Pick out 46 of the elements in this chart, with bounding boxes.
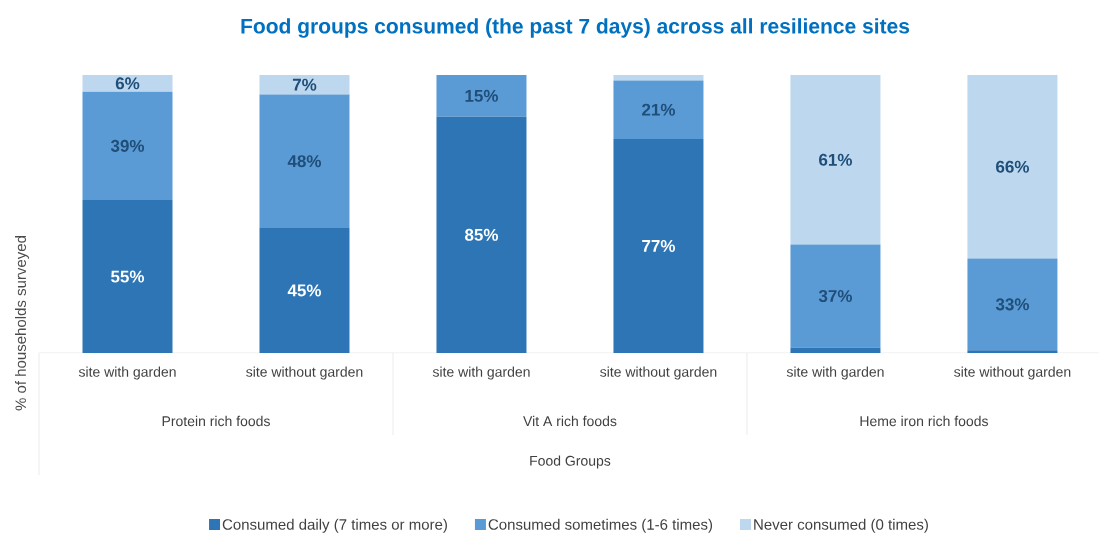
data-label: 55% xyxy=(111,270,145,283)
bar xyxy=(82,91,173,201)
x-tick-label: site with garden xyxy=(786,366,884,380)
data-label: 77% xyxy=(642,239,676,252)
bar xyxy=(82,75,173,92)
data-label: 7% xyxy=(292,78,317,91)
data-label: 39% xyxy=(110,139,145,152)
bar xyxy=(790,75,881,245)
x-tick-label: site without garden xyxy=(600,366,717,380)
bar xyxy=(967,75,1058,259)
bar xyxy=(967,350,1058,353)
y-axis-title: % of households surveyed xyxy=(15,236,29,411)
data-label: 6% xyxy=(115,77,140,90)
legend-label: Consumed daily (7 times or more) xyxy=(222,518,447,533)
bar xyxy=(613,138,704,353)
text: Heme iron rich foods xyxy=(860,415,988,427)
bar xyxy=(790,347,881,353)
x-tick-label: site without garden xyxy=(954,366,1071,380)
data-label: 33% xyxy=(995,298,1029,311)
legend-label: Consumed sometimes (1-6 times) xyxy=(488,518,713,533)
bar xyxy=(259,227,350,353)
bar xyxy=(259,75,350,95)
bar xyxy=(436,75,527,117)
data-label: 85% xyxy=(465,228,499,241)
bar xyxy=(790,244,881,348)
data-label: 48% xyxy=(287,155,322,168)
bar xyxy=(259,94,350,228)
bar xyxy=(613,80,704,139)
bar xyxy=(967,258,1058,351)
chart-title: Food groups consumed (the past 7 days) across all resilience sites xyxy=(241,18,910,38)
x-tick-label: site with garden xyxy=(432,366,530,380)
data-label: 45% xyxy=(287,284,322,297)
text: Vit A rich foods xyxy=(523,415,617,427)
data-label: 61% xyxy=(819,153,853,166)
bar xyxy=(436,116,527,353)
x-tick-label: site without garden xyxy=(246,366,363,380)
data-label: 21% xyxy=(642,103,676,116)
data-label: 37% xyxy=(818,289,853,303)
bar xyxy=(82,200,173,353)
data-label: 66% xyxy=(996,160,1029,173)
text: Protein rich foods xyxy=(162,415,270,427)
legend-label: Never consumed (0 times) xyxy=(754,518,928,533)
text: Food Groups xyxy=(530,455,611,469)
bar xyxy=(613,75,704,81)
x-tick-label: site with garden xyxy=(78,366,176,380)
data-label: 15% xyxy=(465,89,499,102)
